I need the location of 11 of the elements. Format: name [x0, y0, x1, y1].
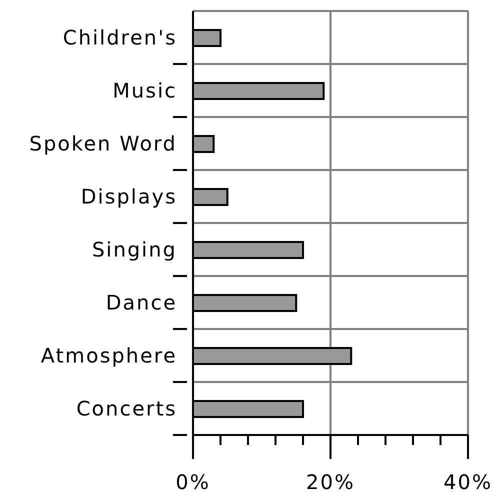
y-tick-label: Displays	[80, 184, 177, 208]
y-tick-label: Concerts	[76, 396, 177, 420]
y-tick-label: Children's	[62, 26, 177, 50]
x-tick-label: 40%	[444, 470, 492, 494]
y-tick-label: Spoken Word	[29, 132, 177, 156]
x-tick-label: 20%	[306, 470, 355, 494]
y-tick-label: Dance	[106, 290, 177, 314]
x-tick-label: 0%	[176, 470, 210, 494]
y-tick-label: Atmosphere	[40, 344, 177, 368]
y-tick-label: Music	[112, 78, 177, 102]
y-tick-label: Singing	[92, 238, 177, 262]
